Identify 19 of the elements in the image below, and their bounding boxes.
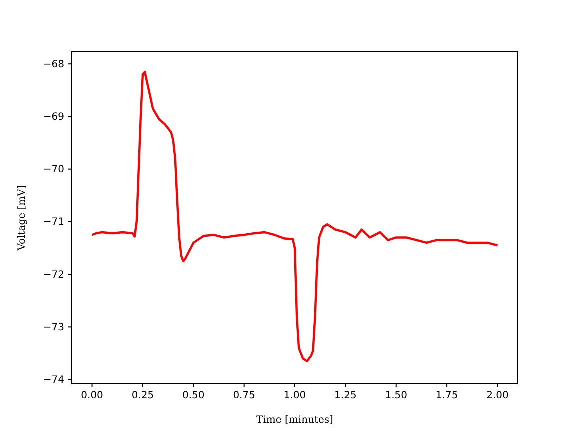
y-tick-label: −68 — [43, 59, 64, 70]
y-tick-label: −74 — [43, 374, 64, 386]
y-tick-label: −69 — [43, 112, 64, 123]
x-tick-label: 0.25 — [132, 390, 154, 402]
y-tick-label: −71 — [43, 217, 64, 228]
x-tick-label: 0.50 — [182, 390, 205, 402]
y-tick-label: −70 — [43, 164, 64, 176]
line-series — [91, 70, 499, 362]
x-tick-label: 0.00 — [81, 390, 104, 402]
y-tick-label: −72 — [43, 270, 64, 281]
y-axis-title: Voltage [mV] — [17, 185, 28, 252]
x-tick-label: 1.50 — [385, 390, 408, 402]
x-tick-label: 1.75 — [436, 390, 458, 402]
x-tick-label: 1.25 — [334, 390, 357, 402]
y-tick-label: −73 — [43, 322, 64, 334]
x-axis-title: Time [minutes] — [256, 415, 334, 426]
x-tick-label: 1.00 — [284, 390, 306, 402]
x-tick-label: 2.00 — [486, 390, 509, 402]
x-tick-label: 0.75 — [233, 390, 256, 402]
